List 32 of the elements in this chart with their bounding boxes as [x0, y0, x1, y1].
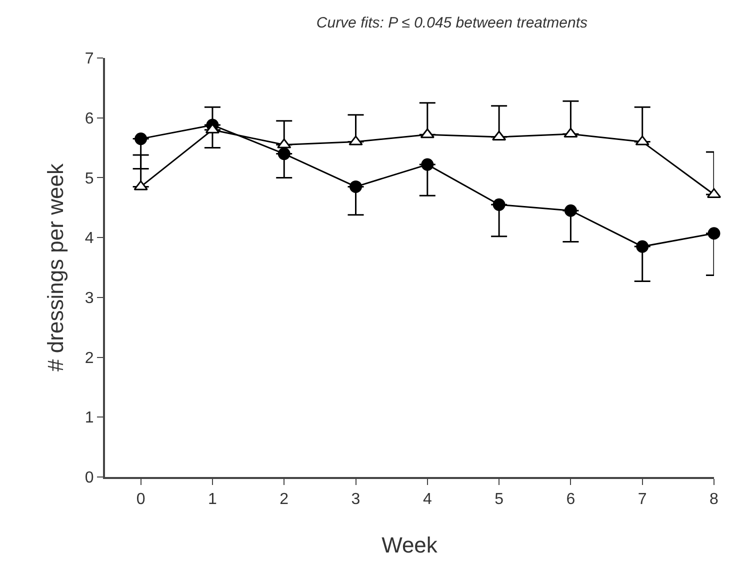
point [708, 227, 720, 240]
point [564, 128, 578, 138]
x-tick-label: 1 [208, 491, 218, 508]
y-tick-label: 4 [84, 230, 94, 248]
y-tick-label: 0 [84, 470, 94, 487]
point [278, 148, 290, 160]
x-tick-label: 0 [136, 491, 146, 508]
y-axis-title: # dressings per week [43, 162, 68, 372]
x-tick-label: 2 [280, 491, 289, 508]
y-tick-label: 7 [84, 50, 94, 68]
point [350, 180, 362, 193]
point [421, 158, 434, 171]
x-tick-label: 8 [710, 491, 719, 508]
point [636, 240, 649, 253]
point [564, 204, 577, 217]
x-axis-title: Week [382, 532, 438, 558]
x-tick-label: 7 [638, 491, 647, 508]
point [134, 132, 148, 146]
chart-title: Curve fits: P ≤ 0.045 between treatments [316, 14, 588, 32]
point [134, 180, 148, 190]
point [420, 128, 435, 138]
point [492, 130, 506, 141]
y-tick-label: 3 [84, 290, 94, 308]
y-tick-label: 5 [84, 170, 94, 188]
x-tick-label: 5 [494, 491, 504, 508]
y-tick-label: 1 [84, 410, 94, 427]
x-tick-label: 3 [351, 491, 360, 508]
y-tick-label: 2 [84, 350, 94, 367]
x-tick-label: 6 [566, 491, 576, 508]
point [492, 198, 506, 211]
y-tick-label: 6 [84, 110, 94, 128]
x-tick-label: 4 [422, 491, 432, 508]
